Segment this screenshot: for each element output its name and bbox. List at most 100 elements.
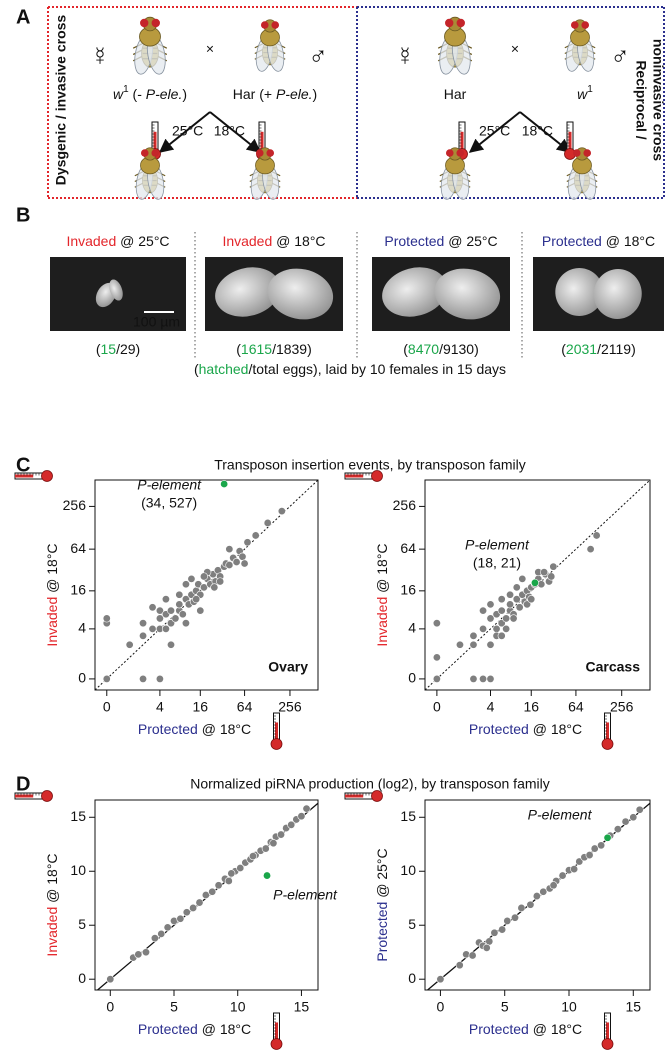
thermometer-icon [344, 470, 383, 482]
x-tick-label: 15 [625, 999, 641, 1015]
fly-eye [140, 149, 149, 157]
egg-counts: (15/29) [96, 341, 140, 357]
egg-counts: (8470/9130) [403, 341, 479, 357]
temperature-label: 18°C [522, 123, 553, 139]
x-axis-label: Protected @ 18°C [469, 721, 582, 737]
fly-eye [445, 18, 454, 28]
x-tick-label: 10 [230, 999, 246, 1015]
text-segment: Har (+ [233, 86, 276, 102]
arrow [209, 111, 262, 153]
ovary-shape [95, 279, 123, 308]
data-point [530, 578, 539, 587]
data-point [469, 640, 478, 649]
data-point [510, 913, 519, 922]
data-point [526, 900, 535, 909]
text-segment: ( [403, 341, 408, 357]
x-tick-label: 64 [568, 699, 584, 715]
male-symbol: ♂ [610, 41, 630, 71]
x-tick-label: 5 [170, 999, 178, 1015]
data-point [506, 600, 515, 609]
thermometer-icon [601, 712, 614, 750]
data-point [181, 580, 190, 589]
parent-genotype: Har [444, 86, 467, 102]
data-point [263, 518, 272, 527]
data-point [148, 603, 157, 612]
thermometer-icon [344, 790, 383, 802]
data-point [175, 590, 184, 599]
thermometer-bulb [270, 1038, 283, 1050]
data-point [532, 892, 541, 901]
temperature-label: 25°C [172, 123, 203, 139]
panel-title: Normalized piRNA production (log2), by t… [190, 776, 550, 792]
text-segment: w [113, 86, 124, 102]
y-tick-label: 16 [70, 582, 86, 598]
y-axis-label: Invaded @ 18°C [44, 543, 60, 646]
fly-illustration [566, 147, 598, 200]
data-point [161, 624, 170, 633]
y-tick-label: 16 [400, 582, 416, 598]
data-point [547, 572, 556, 581]
y-tick-label: 256 [63, 497, 87, 513]
data-point [590, 844, 599, 853]
ovary-shape [555, 268, 642, 319]
text-segment: @ 18°C [44, 853, 60, 906]
data-point [503, 916, 512, 925]
text-segment: /2119) [597, 341, 636, 357]
data-point [176, 914, 185, 923]
data-point [210, 583, 219, 592]
data-point [497, 631, 506, 640]
data-point [249, 852, 258, 861]
panel-letter: B [16, 204, 30, 226]
data-point [102, 674, 111, 683]
data-point [214, 881, 223, 890]
egg-counts: (2031/2119) [561, 341, 636, 357]
data-point [134, 950, 143, 959]
thermometer-level [345, 474, 364, 478]
data-point [479, 624, 488, 633]
data-point [196, 606, 205, 615]
fly-eye [570, 21, 579, 29]
text-segment: @ 25°C [444, 233, 497, 249]
text-segment: Protected [138, 721, 198, 737]
data-point [539, 887, 548, 896]
data-point [171, 614, 180, 623]
point-annotation: (34, 527) [141, 495, 197, 511]
ovary [593, 269, 642, 319]
noninvasive-frame [356, 6, 665, 199]
data-point [157, 929, 166, 938]
thermometer-bulb [41, 790, 53, 802]
data-point [512, 583, 521, 592]
sample-label: Protected @ 18°C [542, 233, 655, 249]
data-point [597, 841, 606, 850]
data-point [490, 928, 499, 937]
text-segment: (- [129, 86, 146, 102]
data-point [570, 865, 579, 874]
thermometer-icon [270, 712, 283, 750]
y-tick-label: 0 [408, 670, 416, 686]
data-point [486, 600, 495, 609]
text-segment: Protected [384, 233, 444, 249]
text-segment: ) [182, 86, 187, 102]
text-segment: @ 18°C [198, 721, 251, 737]
text-segment: 1 [587, 84, 593, 95]
fly-eye [581, 21, 590, 29]
plot-frame [94, 799, 319, 991]
sample-label: Invaded @ 25°C [66, 233, 169, 249]
data-point [486, 614, 495, 623]
text-segment: @ 18°C [529, 1021, 582, 1037]
point-annotation: P-element [137, 477, 202, 493]
female-symbol: ☿ [90, 41, 110, 71]
cross-title: noninvasive cross [650, 39, 666, 161]
thermometer-level [275, 722, 278, 740]
data-point [139, 619, 148, 628]
data-point [603, 833, 612, 842]
data-point [269, 839, 278, 848]
text-segment: @ 18°C [374, 543, 390, 596]
data-point [586, 545, 595, 554]
thermometer-level [606, 722, 609, 740]
y-tick-label: 0 [408, 970, 416, 986]
data-point [192, 595, 201, 604]
data-point [232, 557, 241, 566]
data-point [277, 507, 286, 516]
fly-eye [266, 149, 275, 157]
